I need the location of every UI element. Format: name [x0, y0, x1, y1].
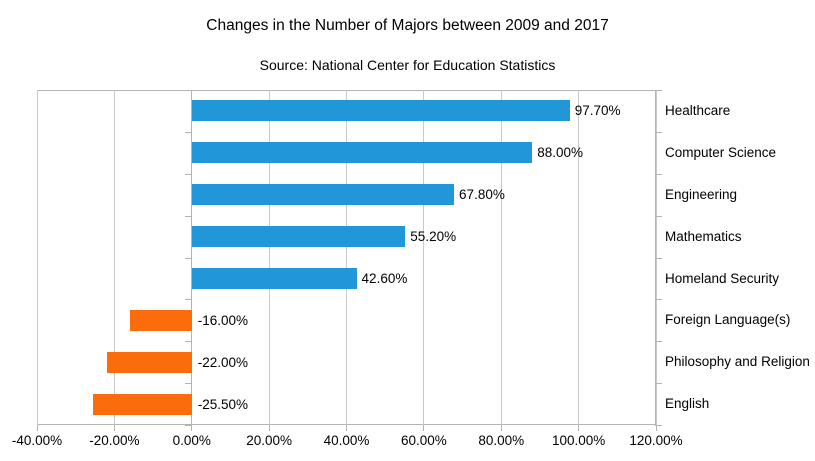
x-tick-label: 60.00%: [400, 433, 447, 448]
category-label: Homeland Security: [665, 270, 780, 286]
x-axis-tick: [346, 425, 347, 431]
category-axis-tick: [655, 257, 662, 259]
category-label: Healthcare: [665, 103, 731, 118]
x-tick-label: 20.00%: [246, 433, 293, 448]
x-tick-label: 80.00%: [478, 433, 525, 448]
positive-bar: [191, 142, 533, 164]
x-axis-tick: [191, 425, 193, 431]
x-axis-tick: [500, 425, 502, 431]
x-tick-label: 40.00%: [323, 433, 370, 448]
gridline: [346, 90, 347, 425]
bar-value-label: 88.00%: [537, 145, 583, 161]
category-axis-tick: [655, 173, 662, 175]
category-axis-tick: [184, 173, 192, 175]
category-axis-tick: [655, 90, 662, 91]
category-axis-tick: [655, 341, 662, 343]
bar-value-label: -25.50%: [197, 396, 249, 412]
category-axis-tick: [655, 425, 662, 426]
category-axis-tick: [655, 215, 662, 217]
negative-bar: [93, 393, 192, 415]
gridline: [578, 90, 580, 425]
positive-bar: [191, 100, 570, 122]
x-tick-label: 120.00%: [629, 433, 683, 448]
bar-value-label: 42.60%: [361, 270, 408, 286]
gridline: [268, 90, 270, 425]
negative-bar: [106, 351, 192, 373]
zero-axis-line: [191, 90, 193, 425]
x-tick-label: 100.00%: [551, 433, 606, 448]
category-label: Philosophy and Religion: [665, 354, 810, 370]
x-tick-label: 0.00%: [172, 433, 211, 448]
category-label: Computer Science: [665, 144, 777, 160]
x-tick-label: -20.00%: [89, 433, 140, 448]
category-axis-tick: [184, 257, 192, 259]
gridline: [423, 90, 425, 425]
category-axis-tick: [184, 341, 192, 343]
bar-value-label: 67.80%: [459, 187, 505, 203]
positive-bar: [191, 226, 406, 248]
category-label: Foreign Language(s): [665, 312, 791, 328]
positive-bar: [191, 184, 455, 206]
category-label: Mathematics: [665, 228, 742, 244]
chart-subtitle: Source: National Center for Education St…: [259, 57, 556, 73]
category-label: English: [665, 396, 710, 412]
category-axis-tick: [184, 425, 192, 426]
negative-bar: [129, 309, 192, 331]
bar-value-label: -16.00%: [197, 312, 249, 328]
x-tick-label: -40.00%: [11, 433, 63, 448]
category-axis-tick: [184, 131, 192, 133]
category-axis-tick: [184, 90, 192, 91]
gridline: [36, 90, 38, 425]
x-axis-tick: [655, 425, 657, 431]
x-axis-tick: [578, 425, 580, 431]
category-axis-tick: [184, 383, 192, 385]
category-axis-tick: [184, 299, 192, 301]
category-axis-tick: [184, 215, 192, 217]
x-axis-tick: [113, 425, 115, 431]
bar-value-label: -22.00%: [197, 354, 249, 370]
category-axis-tick: [655, 131, 662, 133]
gridline: [500, 90, 502, 425]
x-axis-tick: [36, 425, 38, 431]
bar-value-label: 55.20%: [410, 229, 457, 245]
chart-title: Changes in the Number of Majors between …: [206, 17, 609, 34]
category-axis-tick: [655, 383, 662, 385]
gridline: [113, 90, 115, 425]
category-axis-tick: [655, 299, 662, 301]
category-label: Engineering: [665, 186, 738, 202]
x-axis-tick: [268, 425, 270, 431]
bar-value-label: 97.70%: [574, 103, 621, 119]
positive-bar: [191, 267, 357, 289]
x-axis-tick: [423, 425, 425, 431]
